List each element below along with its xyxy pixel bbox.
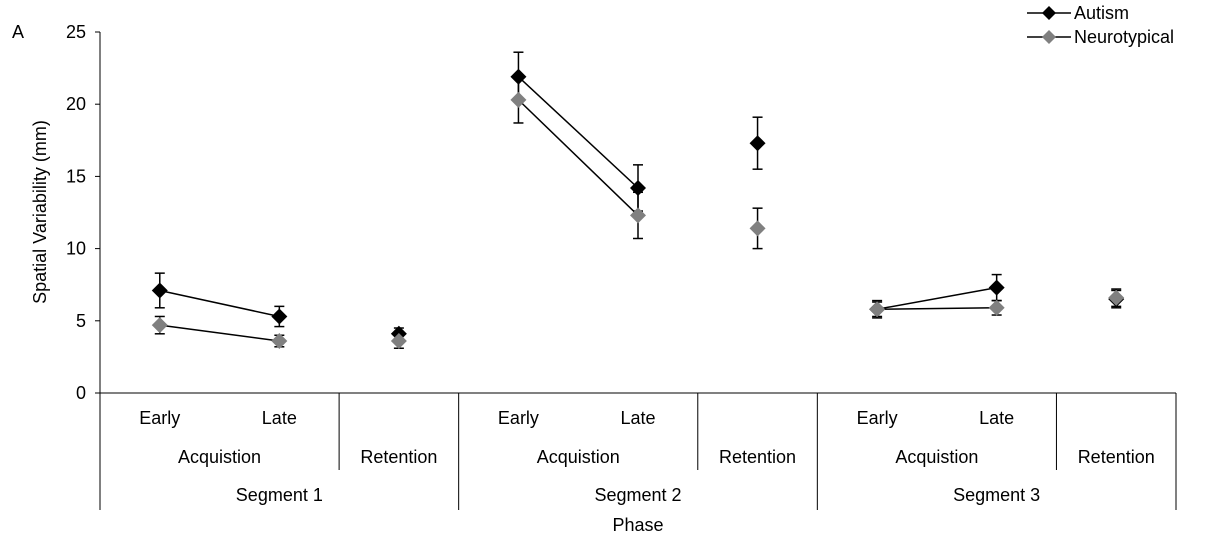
data-point-neurotypical (271, 333, 288, 350)
data-point-autism (749, 135, 766, 152)
series-line-autism (159, 289, 280, 318)
segment-label: Segment 1 (236, 485, 323, 505)
data-point-autism (510, 68, 527, 85)
series-markers (151, 68, 1125, 350)
data-point-autism (988, 279, 1005, 296)
segment-label: Segment 3 (953, 485, 1040, 505)
category-label-late: Late (262, 408, 297, 428)
data-point-autism (630, 179, 646, 196)
y-tick-label: 20 (66, 94, 86, 114)
category-label-late: Late (979, 408, 1014, 428)
data-point-neurotypical (988, 299, 1005, 316)
category-label-early: Early (139, 408, 180, 428)
data-point-neurotypical (749, 220, 766, 237)
category-label-late: Late (620, 408, 655, 428)
legend-label: Autism (1074, 3, 1129, 23)
segment-label: Segment 2 (594, 485, 681, 505)
category-label-early: Early (857, 408, 898, 428)
subgroup-label-retention: Retention (1078, 447, 1155, 467)
subgroup-label-acquistion: Acquistion (178, 447, 261, 467)
error-bars (154, 51, 1122, 349)
y-tick-label: 15 (66, 166, 86, 186)
axes (99, 32, 1176, 394)
subgroup-label-acquistion: Acquistion (537, 447, 620, 467)
data-point-neurotypical (869, 301, 886, 318)
data-point-autism (151, 282, 168, 299)
y-tick-label: 25 (66, 22, 86, 42)
series-line-autism (876, 286, 997, 310)
series-line-neurotypical (517, 99, 639, 216)
legend-marker (1042, 30, 1056, 44)
series-lines (159, 76, 997, 342)
data-point-neurotypical (151, 317, 168, 334)
category-label-early: Early (498, 408, 539, 428)
legend-item-neurotypical: Neurotypical (1027, 27, 1174, 47)
subgroup-label-retention: Retention (360, 447, 437, 467)
y-axis-title: Spatial Variability (mm) (30, 120, 50, 304)
series-line-neurotypical (159, 324, 280, 342)
panel-label: A (12, 22, 24, 42)
data-point-autism (271, 308, 288, 325)
series-line-neurotypical (877, 307, 997, 310)
legend-marker (1042, 6, 1056, 20)
x-axis-title: Phase (612, 515, 663, 535)
legend: Autism Neurotypical (1027, 3, 1174, 47)
series-line-autism (517, 76, 639, 189)
y-axis-ticks: 0 5 10 15 20 25 (66, 22, 100, 403)
subgroup-label-acquistion: Acquistion (895, 447, 978, 467)
y-tick-label: 5 (76, 311, 86, 331)
legend-item-autism: Autism (1027, 3, 1129, 23)
data-point-neurotypical (510, 91, 527, 108)
y-tick-label: 10 (66, 239, 86, 259)
data-point-neurotypical (630, 207, 646, 224)
legend-label: Neurotypical (1074, 27, 1174, 47)
data-point-neurotypical (390, 333, 407, 350)
y-tick-label: 0 (76, 383, 86, 403)
subgroup-label-retention: Retention (719, 447, 796, 467)
data-point-neurotypical (1108, 289, 1125, 306)
